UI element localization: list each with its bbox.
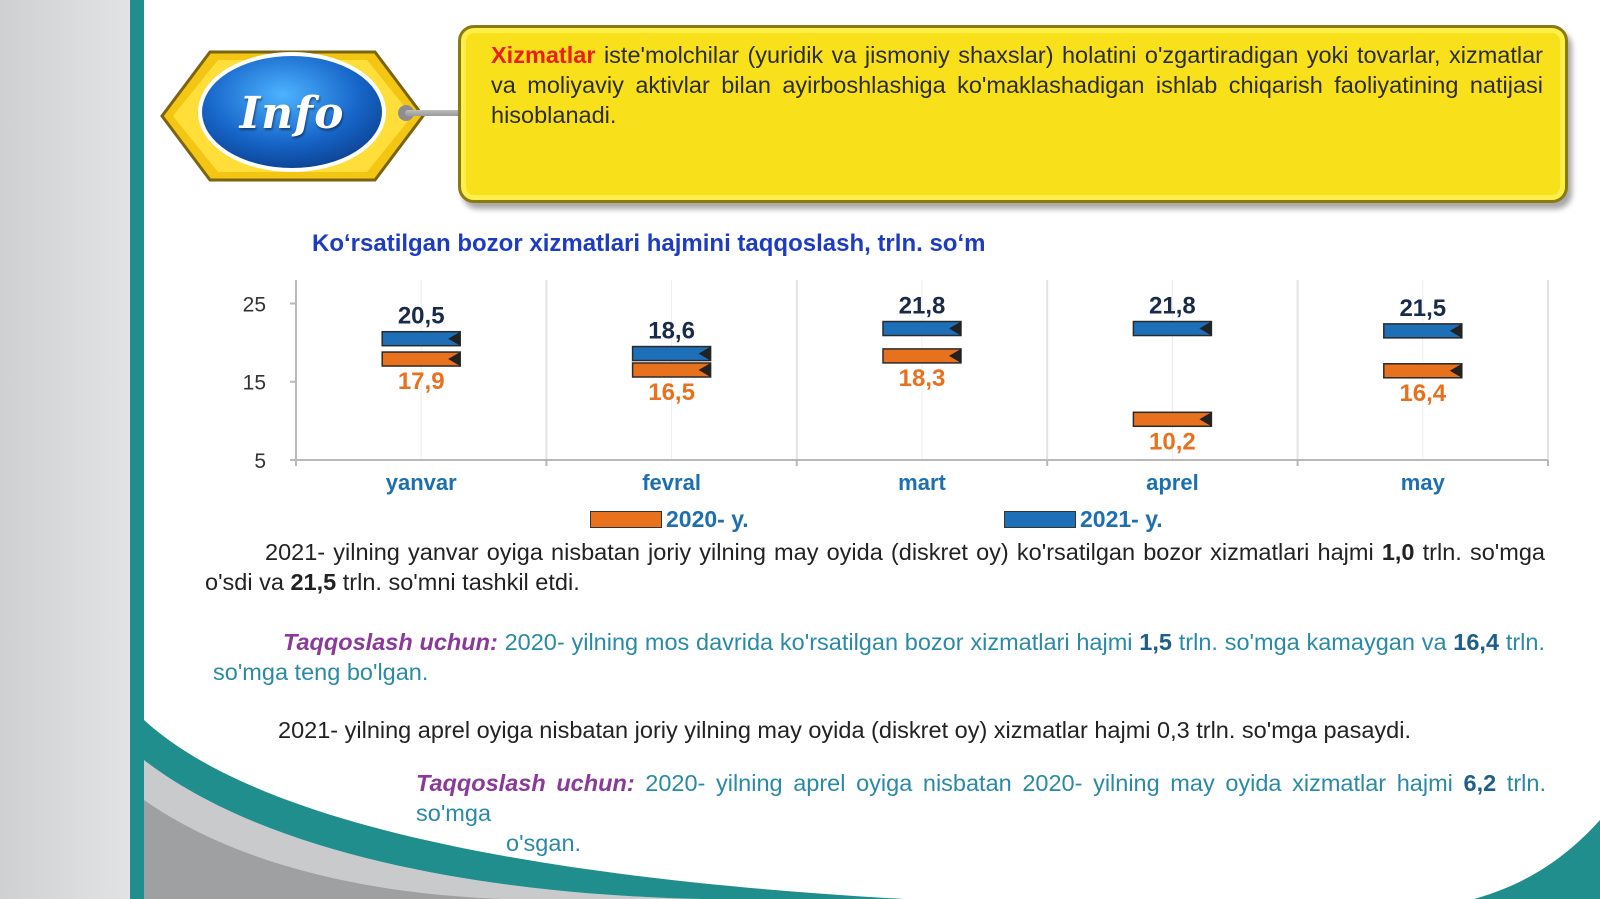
p1-number-total: 21,5	[290, 569, 337, 595]
bar-2020-tip	[448, 352, 461, 367]
x-category-label: fevral	[642, 470, 701, 495]
legend-item-2020: 2020- y.	[590, 506, 749, 532]
info-label: Info	[239, 87, 345, 139]
definition-body: iste'molchilar (yuridik va jismoniy shax…	[491, 42, 1543, 128]
bar-value-label-2020: 16,4	[1399, 380, 1446, 407]
bar-2020-tip	[949, 348, 961, 363]
p2-number-decline: 1,5	[1139, 629, 1172, 655]
bar-2021-tip	[448, 331, 461, 346]
bar-2021-tip	[949, 321, 961, 336]
bar-2020	[381, 351, 461, 367]
bar-value-label-2020: 18,3	[899, 365, 946, 392]
bar-2021-tip	[1199, 321, 1212, 336]
bar-value-label-2020: 16,5	[648, 379, 695, 406]
legend-label-2021: 2021- y.	[1080, 505, 1163, 532]
p1-text-a: 2021- yilning yanvar oyiga nisbatan jori…	[265, 539, 1382, 565]
x-category-label: may	[1401, 470, 1446, 495]
definition-box: Xizmatlar iste'molchilar (yuridik va jis…	[458, 25, 1568, 203]
bar-value-label-2021: 20,5	[398, 303, 445, 330]
bar-2020-tip	[1449, 363, 1462, 378]
legend-label-2020: 2020- y.	[666, 505, 749, 532]
legend-swatch-2020	[590, 510, 662, 528]
background-strip	[0, 0, 130, 899]
p2-number-total: 16,4	[1453, 629, 1500, 655]
definition-highlight: Xizmatlar	[491, 42, 596, 68]
info-badge	[160, 50, 425, 182]
p1-text-c: trln. so'mni tashkil etdi.	[336, 569, 580, 595]
bar-value-label-2021: 21,5	[1399, 295, 1446, 322]
connector-line	[405, 110, 485, 116]
p2-comparison-label: Taqqoslash uchun:	[283, 629, 498, 655]
bar-2020-tip	[698, 363, 711, 377]
definition-text: Xizmatlar iste'molchilar (yuridik va jis…	[491, 40, 1543, 130]
legend-swatch-2021	[1004, 510, 1076, 528]
y-tick-label: 5	[254, 450, 266, 473]
paragraph-comparison-2020: Taqqoslash uchun: 2020- yilning mos davr…	[213, 627, 1545, 687]
y-tick-label: 25	[243, 293, 266, 316]
bar-value-label-2021: 21,8	[1149, 293, 1196, 320]
p2-text-b: trln. so'mga kamaygan va	[1171, 629, 1454, 655]
teal-page-edge	[130, 0, 144, 899]
p1-text-b: trln. so'mga o'sdi va	[205, 539, 1545, 595]
p4-text-a: 2020- yilning aprel oyiga nisbatan 2020-…	[634, 770, 1464, 796]
p4-comparison-label: Taqqoslash uchun:	[416, 770, 635, 796]
p4-text-c: o'sgan.	[506, 830, 582, 856]
paragraph-comparison-april-2020: Taqqoslash uchun: 2020- yilning aprel oy…	[416, 768, 1546, 858]
bar-2020-tip	[1199, 412, 1212, 427]
bar-value-label-2020: 10,2	[1149, 428, 1196, 455]
bar-2021	[381, 330, 461, 347]
p2-text-c: trln. so'mga teng bo'lgan.	[213, 629, 1545, 685]
bar-2021-tip	[698, 346, 711, 361]
p4-number-growth: 6,2	[1463, 770, 1497, 796]
x-category-label: aprel	[1146, 470, 1199, 495]
bar-2021-tip	[1449, 323, 1462, 338]
page-curl-decoration	[144, 720, 1600, 899]
x-category-label: mart	[898, 470, 946, 495]
chart-title: Koʻrsatilgan bozor xizmatlari hajmini ta…	[312, 230, 986, 257]
paragraph-may-vs-april: 2021- yilning aprel oyiga nisbatan joriy…	[213, 715, 1545, 745]
p1-number-growth: 1,0	[1381, 539, 1415, 565]
p3-text: 2021- yilning aprel oyiga nisbatan joriy…	[278, 717, 1412, 743]
bar-value-label-2021: 18,6	[648, 318, 695, 345]
p2-text-a: 2020- yilning mos davrida ko'rsatilgan b…	[497, 629, 1140, 655]
x-category-label: yanvar	[386, 470, 457, 495]
paragraph-may-vs-january: 2021- yilning yanvar oyiga nisbatan jori…	[205, 537, 1545, 597]
p4-text-b: trln. so'mga	[416, 770, 1546, 826]
bar-value-label-2021: 21,8	[899, 293, 946, 320]
legend-item-2021: 2021- y.	[1004, 506, 1163, 532]
bar-value-label-2020: 17,9	[398, 368, 445, 395]
y-tick-label: 15	[243, 372, 266, 395]
bar-chart: 5 15 25 yanvar fevral mart aprel may 20,5 17,9 18,…	[243, 280, 1549, 495]
